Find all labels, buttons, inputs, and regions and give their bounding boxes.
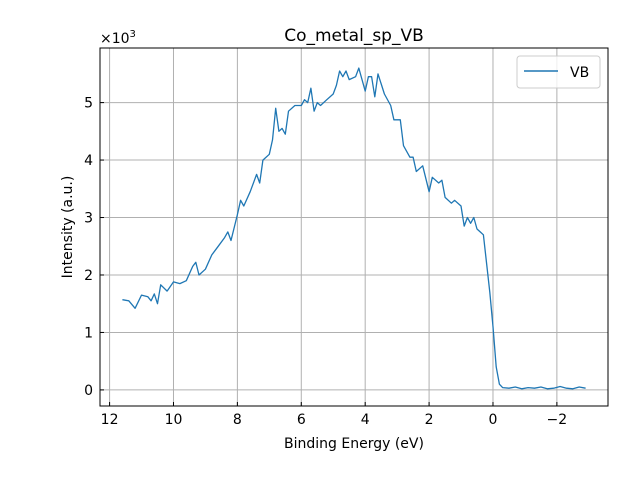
y-tick-label: 0: [84, 383, 93, 399]
x-tick-label: −2: [547, 412, 568, 428]
y-tick-label: 4: [84, 153, 93, 169]
grid: [100, 48, 608, 406]
x-tick-label: 0: [489, 412, 498, 428]
y-tick-label: 5: [84, 96, 93, 112]
legend-label-vb: VB: [570, 65, 589, 81]
y-multiplier-exp: 3: [130, 29, 136, 40]
plot-frame: [99, 47, 609, 407]
x-tick-label: 8: [233, 412, 242, 428]
y-multiplier-base: ×10: [100, 31, 130, 47]
x-tick-label: 4: [361, 412, 370, 428]
y-tick-label: 2: [84, 268, 93, 284]
x-axis-label: Binding Energy (eV): [284, 436, 424, 452]
x-tick-label: 12: [101, 412, 119, 428]
y-tick-label: 3: [84, 211, 93, 227]
y-multiplier: ×103: [100, 29, 136, 47]
series-line-vb: [122, 67, 586, 390]
x-tick-label: 10: [165, 412, 183, 428]
legend-frame: [516, 55, 601, 89]
x-tick-label: 6: [297, 412, 306, 428]
y-axis-label: Intensity (a.u.): [60, 176, 76, 279]
legend: VB: [516, 55, 601, 89]
chart-title: Co_metal_sp_VB: [284, 26, 424, 46]
x-tick-label: 2: [425, 412, 434, 428]
series-layer: [122, 67, 586, 390]
y-tick-label: 1: [84, 325, 93, 341]
